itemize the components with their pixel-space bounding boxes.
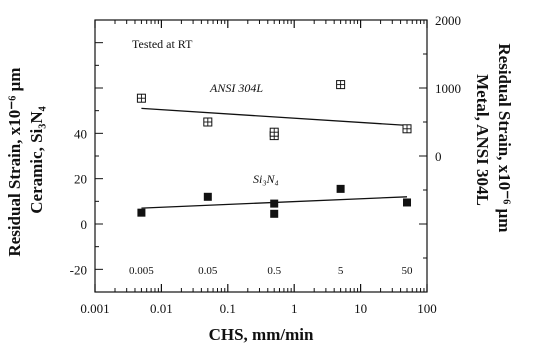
plot-frame [94,19,428,293]
point-ansi-304l [269,127,279,137]
x-tick-label: 10 [354,301,367,316]
right-y-ticks: 0 1000 2000 [419,13,461,293]
left-y-tick-label: 40 [74,126,87,141]
point-si3n4 [403,198,412,207]
left-y-ticks: -20 0 20 40 [70,19,103,293]
x-tick-label: 1 [291,301,298,316]
point-ansi-304l [136,93,146,103]
right-axis-title-line1: Residual Strain, x10⁻⁶ μm [495,43,514,232]
series-label-ansi: ANSI 304L [209,81,263,95]
annotation-text: Tested at RT [132,37,193,51]
left-axis-title: Residual Strain, x10⁻⁶ μm Ceramic, Si₃N₄ [5,63,46,256]
left-y-tick-label: -20 [70,262,87,277]
right-axis-title: Residual Strain, x10⁻⁶ μm Metal, ANSI 30… [473,43,514,236]
left-y-tick-label: 20 [74,172,87,187]
point-si3n4 [203,192,212,201]
fit-line-ansi-304l [141,107,408,127]
right-y-tick-label: 0 [435,149,442,164]
point-ansi-304l [203,117,213,127]
inner-chs-label: 0.005 [129,265,154,277]
right-y-tick-label: 2000 [435,13,461,28]
point-ansi-304l [402,124,412,134]
inner-labels: 0.005 0.05 0.5 5 50 [129,265,413,277]
left-axis-title-line2: Ceramic, Si₃N₄ [27,106,46,213]
data-points [136,80,412,218]
x-axis-title: CHS, mm/min [209,325,314,344]
inner-chs-label: 5 [338,265,344,277]
series-label-si3n4: Si₃N₄ [253,172,279,186]
right-y-tick-label: 1000 [435,81,461,96]
point-si3n4 [336,184,345,193]
x-tick-label: 0.001 [80,301,109,316]
left-axis-title-line1: Residual Strain, x10⁻⁶ μm [5,68,24,257]
x-ticks: 0.001 0.01 0.1 1 10 100 [80,20,437,316]
inner-chs-label: 0.5 [267,265,281,277]
fit-lines [141,107,408,209]
right-axis-title-line2: Metal, ANSI 304L [473,74,492,206]
x-tick-label: 0.1 [220,301,236,316]
inner-chs-label: 0.05 [198,265,218,277]
left-y-tick-label: 0 [81,217,88,232]
point-ansi-304l [336,80,346,90]
point-si3n4 [270,209,279,218]
inner-chs-label: 50 [402,265,414,277]
x-tick-label: 0.01 [150,301,173,316]
point-si3n4 [137,208,146,217]
x-tick-label: 100 [417,301,437,316]
point-si3n4 [270,199,279,208]
